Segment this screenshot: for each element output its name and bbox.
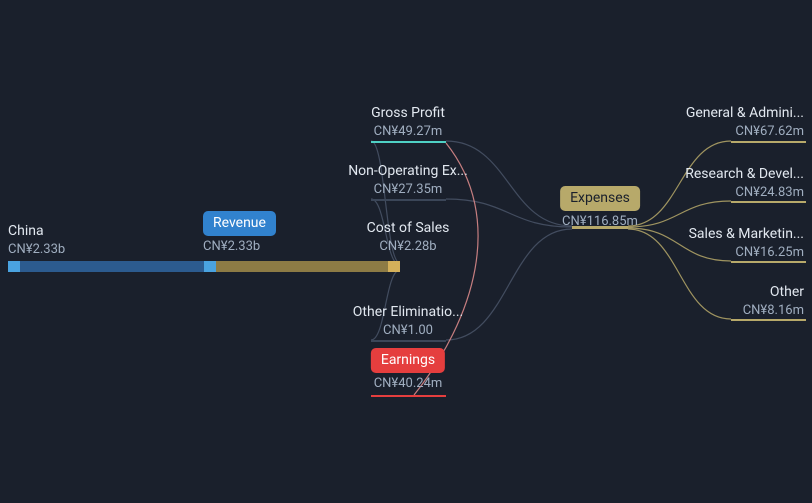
node-other[interactable]: Other CN¥8.16m [743, 283, 804, 319]
nonop-title: Non-Operating Ex... [348, 162, 468, 181]
nonop-value: CN¥27.35m [348, 181, 468, 199]
expenses-badge: Expenses [560, 186, 640, 211]
rd-title: Research & Devel... [685, 165, 804, 184]
ga-underline [731, 141, 806, 143]
nonop-underline [371, 199, 446, 201]
node-sm[interactable]: Sales & Marketin... CN¥16.25m [689, 225, 804, 261]
node-nonop[interactable]: Non-Operating Ex... CN¥27.35m [348, 162, 468, 198]
cost-value: CN¥2.28b [367, 238, 450, 256]
earnings-badge: Earnings [371, 348, 445, 373]
cost-title: Cost of Sales [367, 219, 450, 238]
node-expenses[interactable]: Expenses CN¥116.85m [560, 186, 640, 230]
gross-value: CN¥49.27m [371, 123, 445, 141]
sm-value: CN¥16.25m [689, 244, 804, 262]
other-title: Other [743, 283, 804, 302]
revenue-badge: Revenue [203, 211, 276, 236]
sm-title: Sales & Marketin... [689, 225, 804, 244]
gross-underline [371, 141, 446, 143]
elim-title: Other Eliminatio... [353, 303, 463, 322]
expenses-value: CN¥116.85m [560, 213, 640, 231]
earn-underline [371, 395, 446, 397]
node-ga[interactable]: General & Admini... CN¥67.62m [686, 104, 804, 140]
node-earnings[interactable]: Earnings CN¥40.24m [371, 348, 445, 392]
ga-value: CN¥67.62m [686, 123, 804, 141]
ga-title: General & Admini... [686, 104, 804, 123]
rd-value: CN¥24.83m [685, 184, 804, 202]
other-value: CN¥8.16m [743, 302, 804, 320]
elim-underline [371, 340, 446, 342]
node-revenue[interactable]: Revenue CN¥2.33b [203, 211, 276, 255]
elim-value: CN¥1.00 [353, 322, 463, 340]
node-cost[interactable]: Cost of Sales CN¥2.28b [367, 219, 450, 255]
node-china[interactable]: China CN¥2.33b [8, 222, 65, 258]
china-title: China [8, 222, 65, 241]
sankey-canvas: China CN¥2.33b Revenue CN¥2.33b Gross Pr… [0, 0, 812, 503]
china-value: CN¥2.33b [8, 241, 65, 259]
china-bar [8, 261, 204, 272]
node-rd[interactable]: Research & Devel... CN¥24.83m [685, 165, 804, 201]
revenue-value: CN¥2.33b [203, 238, 276, 256]
node-gross[interactable]: Gross Profit CN¥49.27m [371, 104, 445, 140]
node-elim[interactable]: Other Eliminatio... CN¥1.00 [353, 303, 463, 339]
revenue-bar [204, 261, 400, 272]
earnings-value: CN¥40.24m [371, 375, 445, 393]
gross-title: Gross Profit [371, 104, 445, 123]
